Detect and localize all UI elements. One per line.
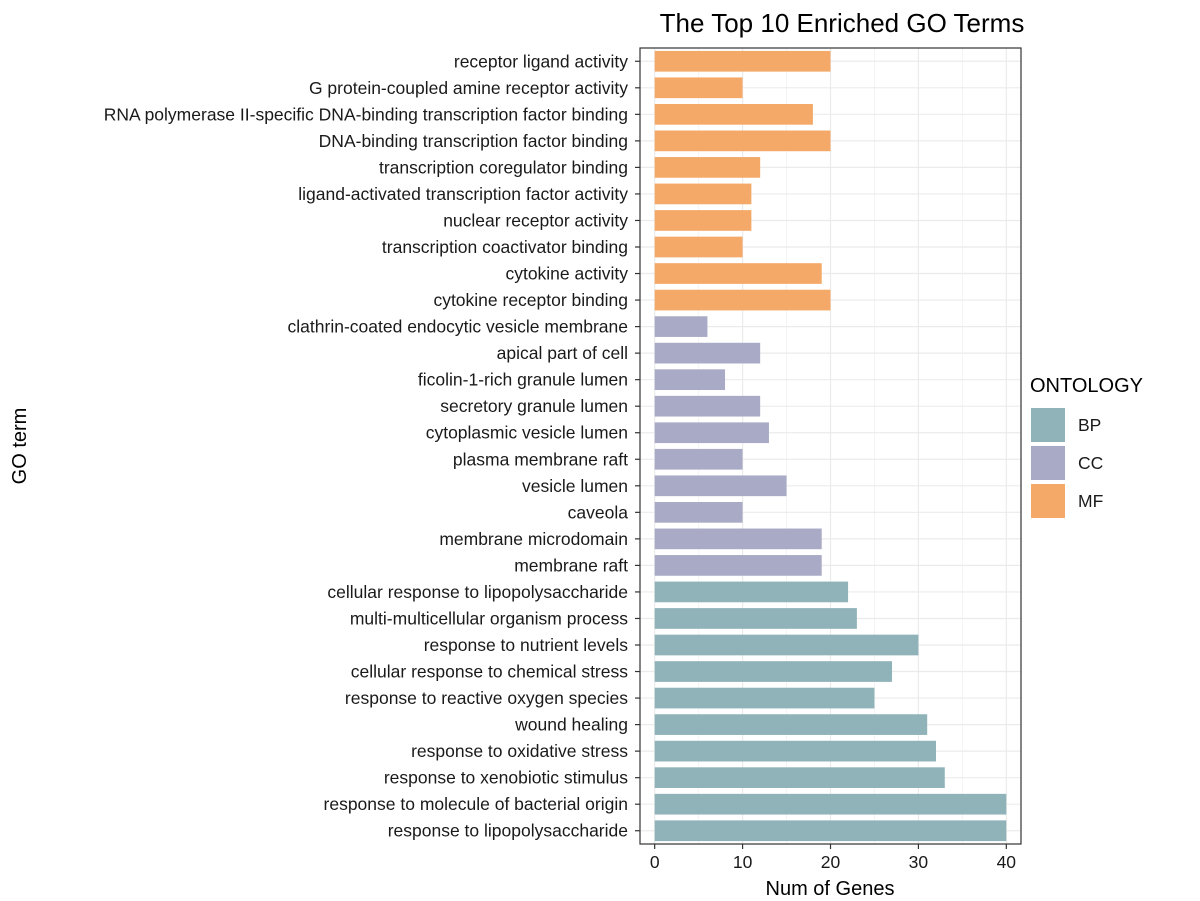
bars	[654, 50, 1007, 842]
y-tick-label: transcription coactivator binding	[382, 237, 628, 257]
x-tick-label: 0	[650, 852, 660, 872]
y-tick-label: plasma membrane raft	[453, 449, 628, 469]
y-tick-label: ficolin-1-rich granule lumen	[418, 370, 628, 390]
y-tick-label: ligand-activated transcription factor ac…	[298, 184, 628, 204]
bar	[654, 448, 743, 470]
bar	[654, 475, 787, 497]
y-tick-label: transcription coregulator binding	[379, 157, 628, 177]
bar	[654, 210, 752, 231]
y-tick-label: response to molecule of bacterial origin	[324, 794, 628, 814]
y-tick-label: response to oxidative stress	[411, 741, 628, 761]
x-axis-label: Num of Genes	[766, 878, 895, 900]
y-tick-label: cytokine activity	[505, 264, 628, 284]
y-tick-label: cytoplasmic vesicle lumen	[426, 423, 628, 443]
x-tick-label: 20	[821, 852, 841, 872]
legend-swatch-bp	[1031, 408, 1065, 442]
y-tick-label: clathrin-coated endocytic vesicle membra…	[288, 317, 628, 337]
bar	[654, 289, 831, 311]
y-tick-label: RNA polymerase II-specific DNA-binding t…	[104, 104, 628, 124]
bar	[654, 581, 849, 603]
x-tick-label: 10	[733, 852, 753, 872]
legend-label-bp: BP	[1078, 415, 1101, 435]
legend-swatch-mf	[1031, 484, 1065, 518]
y-tick-label: wound healing	[514, 715, 628, 735]
bar	[654, 316, 708, 337]
bar	[654, 103, 813, 125]
x-tick-label: 40	[997, 852, 1017, 872]
bar	[654, 661, 893, 682]
bar	[654, 395, 761, 417]
y-tick-label: secretory granule lumen	[440, 396, 628, 416]
bar	[654, 740, 936, 762]
bar	[654, 793, 1007, 815]
bar	[654, 263, 822, 284]
bar	[654, 820, 1007, 842]
bar	[654, 77, 743, 99]
y-tick-label: multi-multicellular organism process	[350, 608, 628, 628]
legend: ONTOLOGY BP CC MF	[1030, 375, 1143, 518]
y-tick-label: response to nutrient levels	[424, 635, 629, 655]
legend-swatch-cc	[1031, 446, 1065, 480]
y-tick-label: caveola	[568, 502, 629, 522]
bar	[654, 422, 769, 444]
bar	[654, 687, 875, 709]
legend-title: ONTOLOGY	[1030, 375, 1143, 397]
y-tick-label: vesicle lumen	[522, 476, 628, 496]
bar	[654, 528, 822, 550]
bar	[654, 501, 743, 523]
y-tick-label: response to xenobiotic stimulus	[384, 768, 628, 788]
y-tick-label: receptor ligand activity	[454, 51, 628, 71]
y-tick-label: cellular response to chemical stress	[351, 662, 628, 682]
legend-label-mf: MF	[1078, 491, 1103, 511]
x-tick-label: 30	[909, 852, 929, 872]
y-tick-label: cellular response to lipopolysaccharide	[327, 582, 628, 602]
y-tick-label: DNA-binding transcription factor binding	[319, 131, 628, 151]
y-tick-label: response to lipopolysaccharide	[388, 821, 628, 841]
y-tick-label: cytokine receptor binding	[433, 290, 628, 310]
bar	[654, 157, 761, 178]
chart-title: The Top 10 Enriched GO Terms	[660, 8, 1025, 38]
bar	[654, 555, 822, 576]
y-tick-label: nuclear receptor activity	[443, 210, 628, 230]
bar	[654, 130, 831, 152]
y-tick-label: response to reactive oxygen species	[345, 688, 628, 708]
bar	[654, 369, 726, 391]
y-tick-labels: receptor ligand activity G protein-couple…	[104, 51, 640, 841]
bar	[654, 342, 761, 364]
y-axis-label: GO term	[9, 408, 31, 485]
y-tick-label: membrane microdomain	[439, 529, 628, 549]
y-tick-label: G protein-coupled amine receptor activit…	[309, 78, 628, 98]
bar	[654, 767, 945, 789]
bar	[654, 236, 743, 258]
y-tick-label: apical part of cell	[497, 343, 628, 363]
x-axis-ticks: 0 10 20 30 40	[650, 844, 1017, 872]
bar	[654, 634, 919, 656]
bar	[654, 608, 857, 629]
bar	[654, 183, 752, 205]
bar	[654, 50, 831, 72]
bar	[654, 714, 928, 735]
legend-label-cc: CC	[1078, 453, 1103, 473]
y-tick-label: membrane raft	[514, 555, 628, 575]
